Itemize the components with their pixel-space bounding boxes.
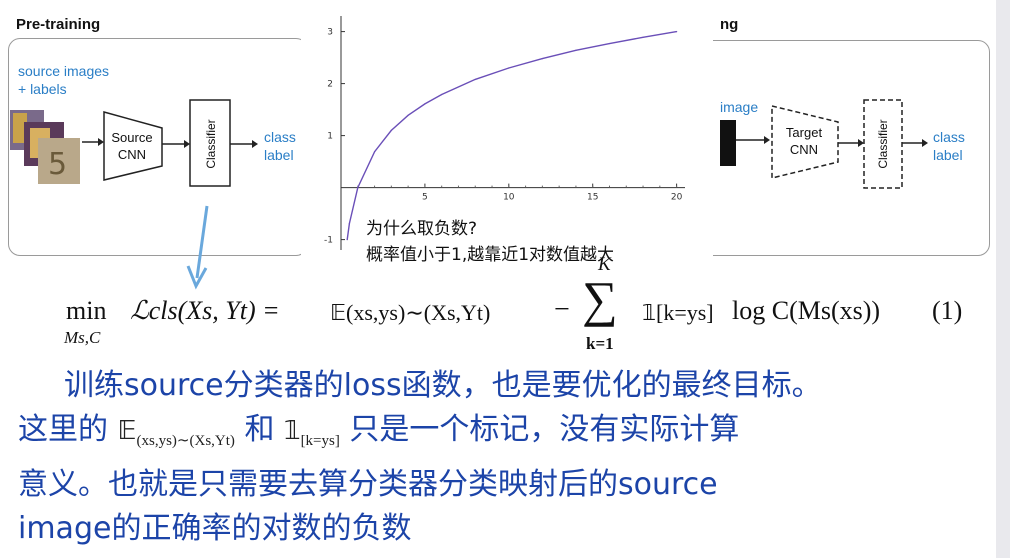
curve-point <box>441 93 443 96</box>
note-indicator-symbol: 𝟙 <box>284 416 301 445</box>
eq-minus: − <box>554 294 570 325</box>
log-plot: 5 10 15 20 -1 1 2 3 <box>324 16 685 250</box>
note-line-2: 这里的 𝔼(xs,ys)∼(Xs,Yt) 和 𝟙[k=ys] 只是一个标记，没有… <box>18 408 1008 463</box>
target-cnn-label-1: Target <box>786 125 823 140</box>
curve-point <box>373 151 376 153</box>
eq-sum-top: K <box>598 254 611 275</box>
svg-text:5: 5 <box>48 147 67 182</box>
labels-label: + labels <box>18 81 67 97</box>
scrollbar[interactable] <box>996 0 1010 558</box>
x-tick-label: 20 <box>671 193 683 203</box>
curve-point <box>541 58 543 60</box>
source-images-stack: 5 <box>10 110 80 184</box>
annotation-question: 为什么取负数? <box>366 219 478 239</box>
curve-point <box>608 42 611 45</box>
curve-point <box>407 114 409 116</box>
log-plot-container: 5 10 15 20 -1 1 2 3 <box>301 4 713 262</box>
y-tick-label: -1 <box>324 236 333 246</box>
curve-point <box>508 67 510 69</box>
eq-loss: ℒcls(Xs, Yt) = <box>130 296 280 325</box>
explanation-note: 训练source分类器的loss函数，也是要优化的最终目标。 这里的 𝔼(xs,… <box>18 364 1008 551</box>
eq-expectation: 𝔼(xs,ys)∼(Xs,Yt) <box>330 300 491 325</box>
source-cnn-label-1: Source <box>111 130 152 145</box>
curve-point <box>676 31 678 33</box>
y-tick-label: 3 <box>327 28 333 38</box>
target-classifier-label: Classifier <box>876 119 890 168</box>
source-images-label: source images <box>18 63 110 79</box>
curve-point <box>575 49 577 51</box>
pretraining-title: Pre-training <box>16 16 101 33</box>
curve-point <box>474 78 476 81</box>
target-image-label: image <box>720 99 759 115</box>
target-cnn-block <box>771 105 839 179</box>
class-label-line2: label <box>264 147 294 163</box>
annotation-answer: 概率值小于1,越靠近1对数值越大 <box>366 245 615 265</box>
curve-point <box>348 222 350 225</box>
x-tick-label: 10 <box>503 193 515 203</box>
target-image-thumb <box>720 120 736 166</box>
target-cnn-label-2: CNN <box>790 142 818 157</box>
eq-indicator: 𝟙[k=ys] <box>642 300 714 325</box>
source-cnn-block <box>103 111 163 181</box>
curve-point <box>357 187 359 189</box>
eq-number: (1) <box>932 296 963 325</box>
note-indicator-subscript: [k=ys] <box>300 433 340 449</box>
y-tick-label: 1 <box>327 132 333 142</box>
classifier-block <box>189 99 231 187</box>
x-tick-label: 15 <box>587 193 598 203</box>
curve-point <box>424 103 426 105</box>
note-line-2-mid: 和 <box>244 412 275 447</box>
note-line-4: image的正确率的对数的负数 <box>18 511 412 546</box>
y-tick-label: 2 <box>327 80 333 90</box>
eq-sum-bottom: k=1 <box>586 334 614 353</box>
class-label-line1: class <box>264 129 296 145</box>
target-classifier-block <box>863 99 903 189</box>
classifier-label: Classifier <box>204 119 218 168</box>
eq-min: min <box>66 296 107 325</box>
note-line-3: 意义。也就是只需要去算分类器分类映射后的source <box>18 467 718 502</box>
eq-min-subscript: Ms,C <box>64 328 101 347</box>
curve-point <box>390 129 392 131</box>
note-line-2-post: 只是一个标记，没有实际计算 <box>349 412 740 447</box>
note-expectation-subscript: (xs,ys)∼(Xs,Yt) <box>136 433 235 449</box>
target-diagram: Target CNN Classifier class label <box>720 99 965 189</box>
source-cnn-label-2: CNN <box>118 147 146 162</box>
target-class-label-line2: label <box>933 147 963 163</box>
eq-log-term: log C(Ms(xs)) <box>732 296 881 325</box>
note-line-1: 训练source分类器的loss函数，也是要优化的最终目标。 <box>64 368 822 403</box>
curve-point <box>642 36 644 38</box>
ln-curve <box>346 30 677 240</box>
loss-equation: min Ms,C ℒcls(Xs, Yt) = 𝔼(xs,ys)∼(Xs,Yt)… <box>60 254 1010 354</box>
pointer-arrow <box>186 205 209 290</box>
curve-point <box>346 239 348 241</box>
eq-sum-sign: ∑ <box>582 271 618 327</box>
x-tick-label: 5 <box>422 193 428 203</box>
target-class-label-line1: class <box>933 129 965 145</box>
target-panel-title: ng <box>720 16 739 33</box>
note-expectation-symbol: 𝔼 <box>117 416 137 445</box>
target-panel <box>690 40 990 256</box>
pretraining-diagram: 5 Source CNN Classifier class label <box>10 99 296 187</box>
note-line-2-pre: 这里的 <box>18 412 108 447</box>
